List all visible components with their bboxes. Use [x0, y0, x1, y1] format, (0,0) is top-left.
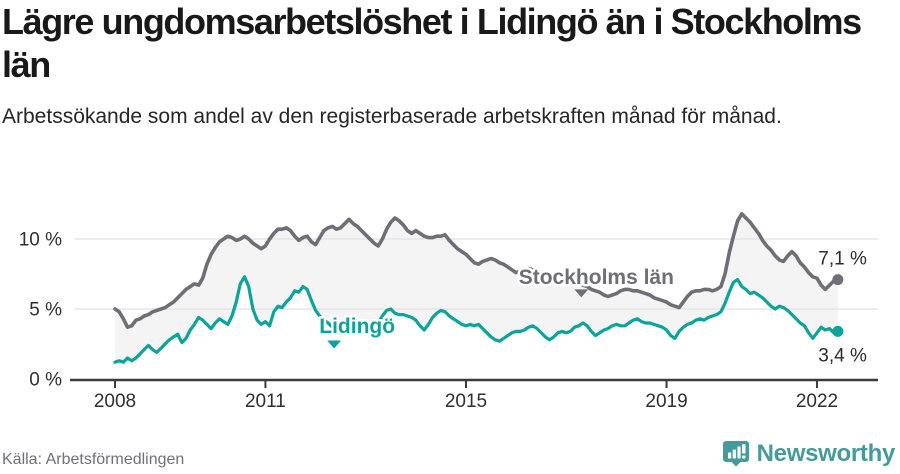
series-line [113, 275, 840, 364]
y-tick-label: 10 % [19, 230, 62, 251]
series-end-value-label: 3,4 % [818, 345, 867, 366]
annotation-caret [574, 289, 589, 298]
x-tick-label: 2019 [645, 391, 687, 412]
x-tick-label: 2015 [445, 391, 487, 412]
series-line [113, 212, 840, 329]
line-chart: 0 % 5 % 10 % 2008 2011 2015 2019 2022 7,1 % 3,4 %… [19, 212, 878, 412]
x-tick-label: 2022 [796, 391, 838, 412]
series-annotation-label: Stockholms län [519, 266, 674, 289]
x-tick-label: 2011 [245, 391, 286, 412]
series-end-dot [832, 274, 844, 286]
chart-subtitle: Arbetssökande som andel av den registerb… [2, 105, 782, 128]
chart-title: Lägre ungdomsarbetslöshet i Lidingö än i… [2, 1, 862, 85]
series-annotation-label: Lidingö [319, 315, 395, 338]
source-label: Källa: Arbetsförmedlingen [2, 451, 185, 468]
y-tick-label: 0 % [29, 370, 62, 391]
newsworthy-logo: Newsworthy [722, 439, 895, 468]
series-end-dot [832, 325, 844, 337]
bar-chart-speech-bubble-icon [722, 440, 749, 466]
x-tick-label: 2008 [94, 391, 136, 412]
annotation-caret [327, 340, 342, 349]
y-tick-label: 5 % [29, 300, 62, 321]
newsworthy-wordmark: Newsworthy [756, 439, 896, 467]
series-end-value-label: 7,1 % [818, 249, 867, 270]
